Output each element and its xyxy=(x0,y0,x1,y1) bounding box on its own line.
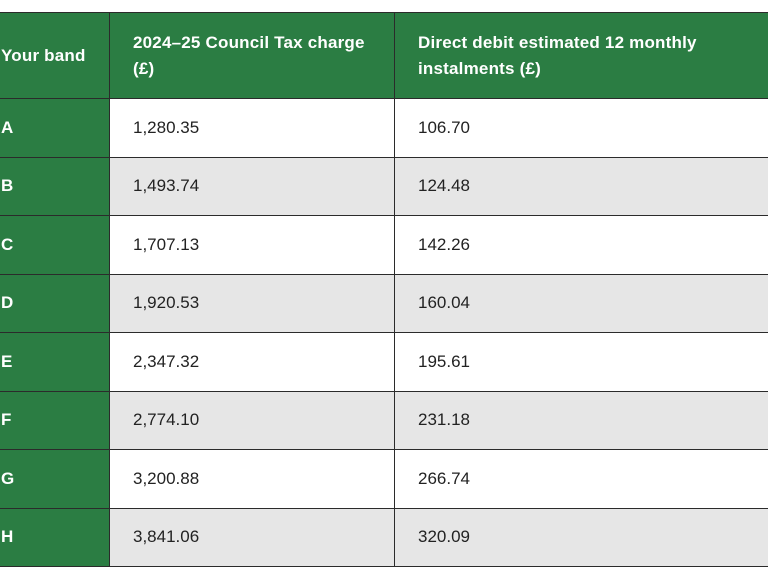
value-cell: 1,707.13 xyxy=(109,215,395,275)
value-cell: 2,774.10 xyxy=(109,390,395,450)
table-row: E 2,347.32 195.61 xyxy=(0,332,768,392)
table-body: A 1,280.35 106.70 B 1,493.74 124.48 C 1,707.13 1… xyxy=(0,98,768,567)
value-cell: 231.18 xyxy=(394,390,768,450)
value-cell: 266.74 xyxy=(394,449,768,509)
band-cell: C xyxy=(0,215,110,275)
value-cell: 1,920.53 xyxy=(109,273,395,333)
value-cell: 160.04 xyxy=(394,273,768,333)
value-cell: 3,200.88 xyxy=(109,449,395,509)
band-cell: B xyxy=(0,156,110,216)
header-cell: Direct debit estimated 12 monthly instal… xyxy=(394,12,768,99)
band-cell: E xyxy=(0,332,110,392)
table-row: C 1,707.13 142.26 xyxy=(0,215,768,275)
band-cell: H xyxy=(0,507,110,567)
header-row: Your band 2024–25 Council Tax charge (£)… xyxy=(0,12,768,99)
value-cell: 1,280.35 xyxy=(109,98,395,158)
band-cell: G xyxy=(0,449,110,509)
header-cell: Your band xyxy=(0,12,110,99)
table-row: F 2,774.10 231.18 xyxy=(0,390,768,450)
value-cell: 124.48 xyxy=(394,156,768,216)
table-row: A 1,280.35 106.70 xyxy=(0,98,768,158)
value-cell: 2,347.32 xyxy=(109,332,395,392)
band-cell: D xyxy=(0,273,110,333)
table-row: D 1,920.53 160.04 xyxy=(0,273,768,333)
value-cell: 142.26 xyxy=(394,215,768,275)
council-tax-table: Your band 2024–25 Council Tax charge (£)… xyxy=(0,12,768,567)
band-cell: F xyxy=(0,390,110,450)
table-header: Your band 2024–25 Council Tax charge (£)… xyxy=(0,12,768,99)
table-row: G 3,200.88 266.74 xyxy=(0,449,768,509)
value-cell: 3,841.06 xyxy=(109,507,395,567)
table-row: H 3,841.06 320.09 xyxy=(0,507,768,567)
value-cell: 1,493.74 xyxy=(109,156,395,216)
band-cell: A xyxy=(0,98,110,158)
header-cell: 2024–25 Council Tax charge (£) xyxy=(109,12,395,99)
value-cell: 195.61 xyxy=(394,332,768,392)
value-cell: 106.70 xyxy=(394,98,768,158)
table-row: B 1,493.74 124.48 xyxy=(0,156,768,216)
value-cell: 320.09 xyxy=(394,507,768,567)
